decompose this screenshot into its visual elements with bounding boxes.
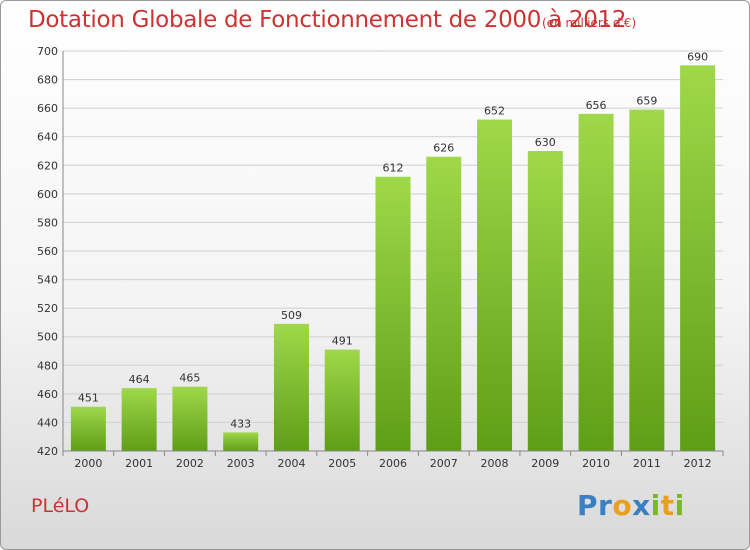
chart-unit: (en milliers d'€) <box>542 16 637 30</box>
logo-letter: P <box>577 489 599 522</box>
y-tick-label: 440 <box>37 416 58 429</box>
bar <box>273 323 309 451</box>
bar <box>680 65 716 452</box>
y-tick-label: 500 <box>37 331 58 344</box>
x-tick-label: 2001 <box>125 457 153 470</box>
y-tick-labels: 420 440 460 480 500 520 540 560 580 600 620 640 660 6… <box>37 45 58 458</box>
bar-value-label: 626 <box>433 142 454 155</box>
bar-value-label: 612 <box>383 162 404 175</box>
bar-value-label: 465 <box>179 372 200 385</box>
y-tick-label: 480 <box>37 359 58 372</box>
proxiti-logo: Proxiti <box>577 489 685 522</box>
bar-value-label: 451 <box>78 392 99 405</box>
bar-value-label: 690 <box>687 50 708 63</box>
bar <box>426 156 462 451</box>
y-tick-label: 580 <box>37 216 58 229</box>
commune-name: PLéLO <box>31 495 90 517</box>
bars <box>70 65 716 452</box>
bar <box>375 176 411 451</box>
x-tick-label: 2002 <box>176 457 204 470</box>
x-tick-label: 2010 <box>582 457 610 470</box>
bar-value-label: 491 <box>332 335 353 348</box>
y-tick-label: 680 <box>37 74 58 87</box>
x-tick-label: 2005 <box>328 457 356 470</box>
y-tick-label: 520 <box>37 302 58 315</box>
y-tick-label: 460 <box>37 388 58 401</box>
y-tick-label: 560 <box>37 245 58 258</box>
bar-value-label: 509 <box>281 309 302 322</box>
y-tick-label: 660 <box>37 102 58 115</box>
x-tick-label: 2009 <box>531 457 559 470</box>
bar <box>70 406 106 451</box>
y-tick-label: 600 <box>37 188 58 201</box>
x-tick-label: 2012 <box>684 457 712 470</box>
logo-letter: o <box>612 489 633 522</box>
x-tick-label: 2008 <box>481 457 509 470</box>
bar <box>477 119 513 452</box>
logo-letter: r <box>598 489 613 522</box>
bar-value-label: 652 <box>484 105 505 118</box>
bar <box>324 349 360 451</box>
bar-value-label: 433 <box>230 417 251 430</box>
y-tick-label: 540 <box>37 274 58 287</box>
bar <box>629 109 665 452</box>
bar-value-label: 630 <box>535 136 556 149</box>
logo-letter: t <box>660 489 675 522</box>
bar <box>172 386 208 451</box>
logo-letter: x <box>632 489 651 522</box>
bar <box>121 388 157 451</box>
data-labels: 451 464 465 433 509 491 612 626 652 630 656 659 690 <box>78 50 708 430</box>
x-tick-labels: 2000 2001 2002 2003 2004 2005 2006 2007 2008 2009… <box>74 457 711 470</box>
x-tick-label: 2006 <box>379 457 407 470</box>
bar <box>223 432 259 451</box>
bar-value-label: 464 <box>129 373 150 386</box>
y-tick-label: 620 <box>37 159 58 172</box>
bar-value-label: 659 <box>636 95 657 108</box>
y-tick-label: 700 <box>37 45 58 58</box>
x-tick-label: 2003 <box>227 457 255 470</box>
x-tick-label: 2004 <box>277 457 305 470</box>
y-tick-label: 420 <box>37 445 58 458</box>
bar <box>527 151 563 451</box>
axes <box>62 51 724 456</box>
chart-title: Dotation Globale de Fonctionnement de 20… <box>28 7 627 33</box>
logo-letter: i <box>674 489 685 522</box>
x-tick-label: 2000 <box>74 457 102 470</box>
bar-value-label: 656 <box>586 99 607 112</box>
logo-letter: i <box>650 489 661 522</box>
x-tick-label: 2007 <box>430 457 458 470</box>
x-tick-label: 2011 <box>633 457 661 470</box>
bar <box>578 113 614 451</box>
y-tick-label: 640 <box>37 131 58 144</box>
